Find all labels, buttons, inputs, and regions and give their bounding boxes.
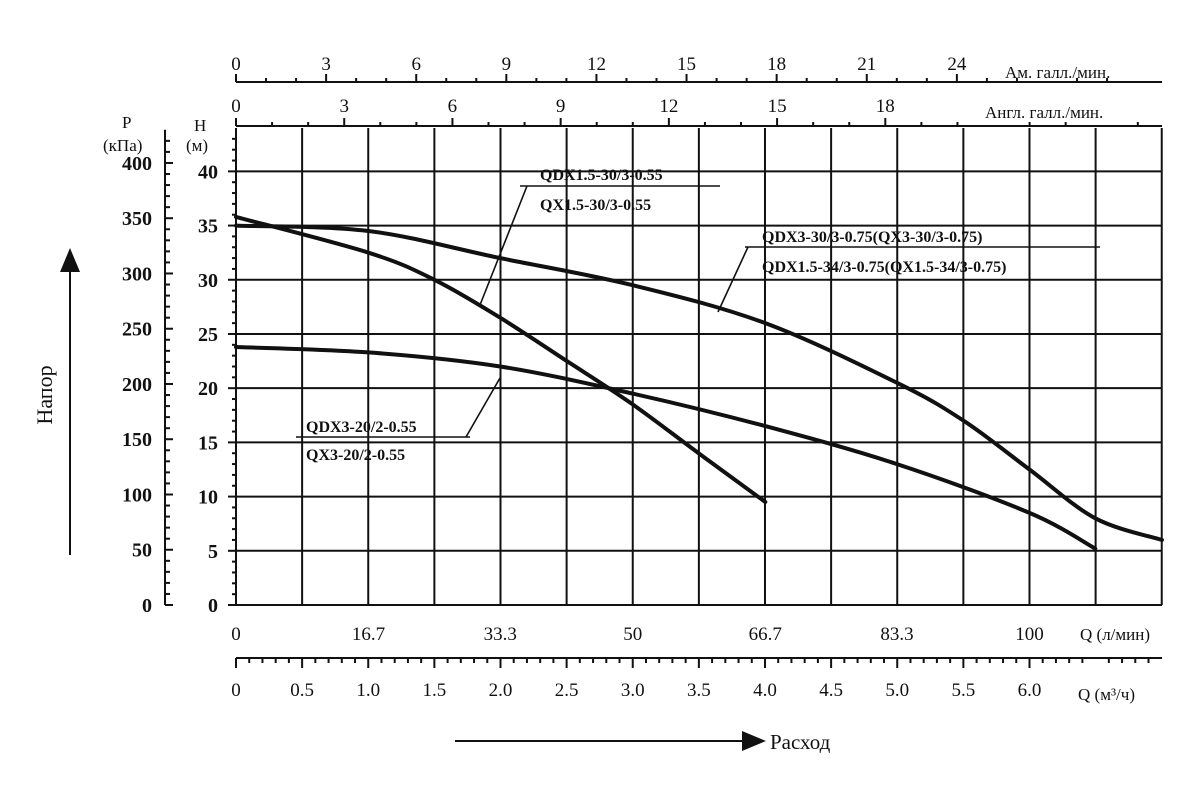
y-tick-head-40: 40 (198, 161, 218, 183)
x-tick-m3h-3.0: 3.0 (621, 680, 645, 701)
y-tick-head-15: 15 (198, 432, 218, 454)
y-tick-kpa-0: 0 (142, 595, 152, 617)
curve-qdx3-30-label-2: QDX1.5-34/3-0.75(QX1.5-34/3-0.75) (762, 259, 1006, 276)
y-label-head: H (194, 116, 206, 135)
x-tick-uk-gpm-6: 6 (448, 96, 458, 117)
x-tick-uk-gpm-15: 15 (768, 96, 787, 117)
x-tick-m3h-1.0: 1.0 (356, 680, 380, 701)
curve-qdx1-5-30-label-2: QX1.5-30/3-0.55 (540, 197, 651, 214)
y-tick-head-10: 10 (198, 487, 218, 509)
x-label-m3h: Q (м³/ч) (1078, 685, 1135, 704)
x-label-us-gpm: Ам. галл./мин. (1005, 63, 1110, 82)
x-tick-m3h-3.5: 3.5 (687, 680, 711, 701)
x-tick-l-min-50: 50 (623, 624, 642, 645)
x-tick-m3h-4.0: 4.0 (753, 680, 777, 701)
y-tick-kpa-300: 300 (122, 263, 152, 285)
x-tick-l-min-33.3: 33.3 (484, 624, 517, 645)
y-tick-head-30: 30 (198, 270, 218, 292)
x-tick-us-gpm-18: 18 (767, 54, 786, 75)
y-unit-pressure: (кПа) (103, 136, 142, 155)
x-tick-uk-gpm-18: 18 (876, 96, 895, 117)
x-tick-m3h-0: 0 (231, 680, 241, 701)
x-tick-m3h-0.5: 0.5 (290, 680, 314, 701)
vertical-axis-title: Напор (32, 365, 57, 424)
x-tick-l-min-66.7: 66.7 (749, 624, 782, 645)
x-tick-m3h-4.5: 4.5 (819, 680, 843, 701)
y-tick-kpa-200: 200 (122, 374, 152, 396)
x-tick-l-min-100: 100 (1015, 624, 1044, 645)
axes (165, 74, 1162, 668)
x-tick-us-gpm-15: 15 (677, 54, 696, 75)
x-tick-uk-gpm-12: 12 (659, 96, 678, 117)
x-tick-m3h-2.5: 2.5 (555, 680, 579, 701)
x-label-l-min: Q (л/мин) (1080, 625, 1150, 644)
y-tick-head-20: 20 (198, 378, 218, 400)
y-unit-head: (м) (186, 136, 208, 155)
y-tick-head-0: 0 (208, 595, 218, 617)
x-tick-us-gpm-3: 3 (321, 54, 331, 75)
x-tick-us-gpm-21: 21 (857, 54, 876, 75)
y-tick-kpa-100: 100 (122, 484, 152, 506)
curve-qdx3-20-label-1: QDX3-20/2-0.55 (306, 419, 417, 436)
x-tick-uk-gpm-9: 9 (556, 96, 566, 117)
grid (236, 128, 1162, 605)
x-tick-l-min-83.3: 83.3 (880, 624, 913, 645)
x-tick-m3h-1.5: 1.5 (422, 680, 446, 701)
y-tick-head-25: 25 (198, 324, 218, 346)
curve-qdx3-30-label-1: QDX3-30/3-0.75(QX3-30/3-0.75) (762, 229, 982, 246)
y-tick-kpa-150: 150 (122, 429, 152, 451)
y-tick-head-5: 5 (208, 541, 218, 563)
curve-qdx3-20-leader-line (466, 378, 500, 437)
x-tick-m3h-5.5: 5.5 (951, 680, 975, 701)
y-tick-kpa-250: 250 (122, 319, 152, 341)
x-tick-us-gpm-12: 12 (587, 54, 606, 75)
x-tick-us-gpm-6: 6 (411, 54, 421, 75)
tick-labels: 0510152025303540050100150200250300350400… (122, 54, 1044, 701)
horizontal-axis-title: Расход (770, 730, 831, 754)
y-tick-kpa-350: 350 (122, 208, 152, 230)
x-tick-uk-gpm-3: 3 (339, 96, 349, 117)
x-tick-m3h-6.0: 6.0 (1018, 680, 1042, 701)
y-tick-kpa-400: 400 (122, 153, 152, 175)
x-label-uk-gpm: Англ. галл./мин. (985, 103, 1103, 122)
x-tick-m3h-2.0: 2.0 (489, 680, 513, 701)
x-tick-us-gpm-0: 0 (231, 54, 241, 75)
x-tick-l-min-0: 0 (231, 624, 241, 645)
x-tick-uk-gpm-0: 0 (231, 96, 241, 117)
x-tick-us-gpm-24: 24 (947, 54, 967, 75)
x-tick-us-gpm-9: 9 (502, 54, 512, 75)
y-tick-head-35: 35 (198, 216, 218, 238)
x-tick-l-min-16.7: 16.7 (352, 624, 385, 645)
curve-qdx1-5-30-leader-line (480, 186, 527, 305)
y-label-pressure: P (122, 113, 131, 132)
curve-qdx1-5-30-label-1: QDX1.5-30/3-0.55 (540, 167, 663, 184)
x-tick-m3h-5.0: 5.0 (885, 680, 909, 701)
curve-qdx3-20-label-2: QX3-20/2-0.55 (306, 447, 405, 464)
y-tick-kpa-50: 50 (132, 540, 152, 562)
